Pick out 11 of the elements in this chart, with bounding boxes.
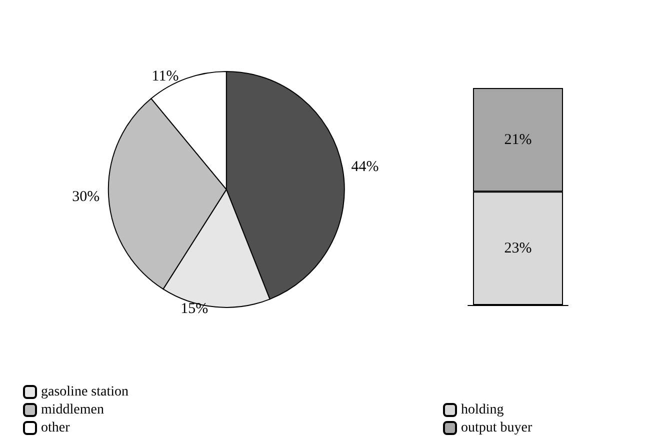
legend-label: middlemen (41, 402, 104, 418)
data-label: 11% (152, 68, 179, 85)
legend-label: other (41, 420, 70, 436)
data-label: 44% (351, 158, 379, 175)
legend-label: holding (461, 402, 504, 418)
data-label: 21% (504, 132, 532, 148)
data-label: 23% (504, 240, 532, 256)
legend-label: output buyer (461, 420, 532, 436)
data-label: 15% (180, 300, 208, 317)
data-label: 30% (72, 188, 100, 205)
legend-label: gasoline station (41, 384, 128, 400)
